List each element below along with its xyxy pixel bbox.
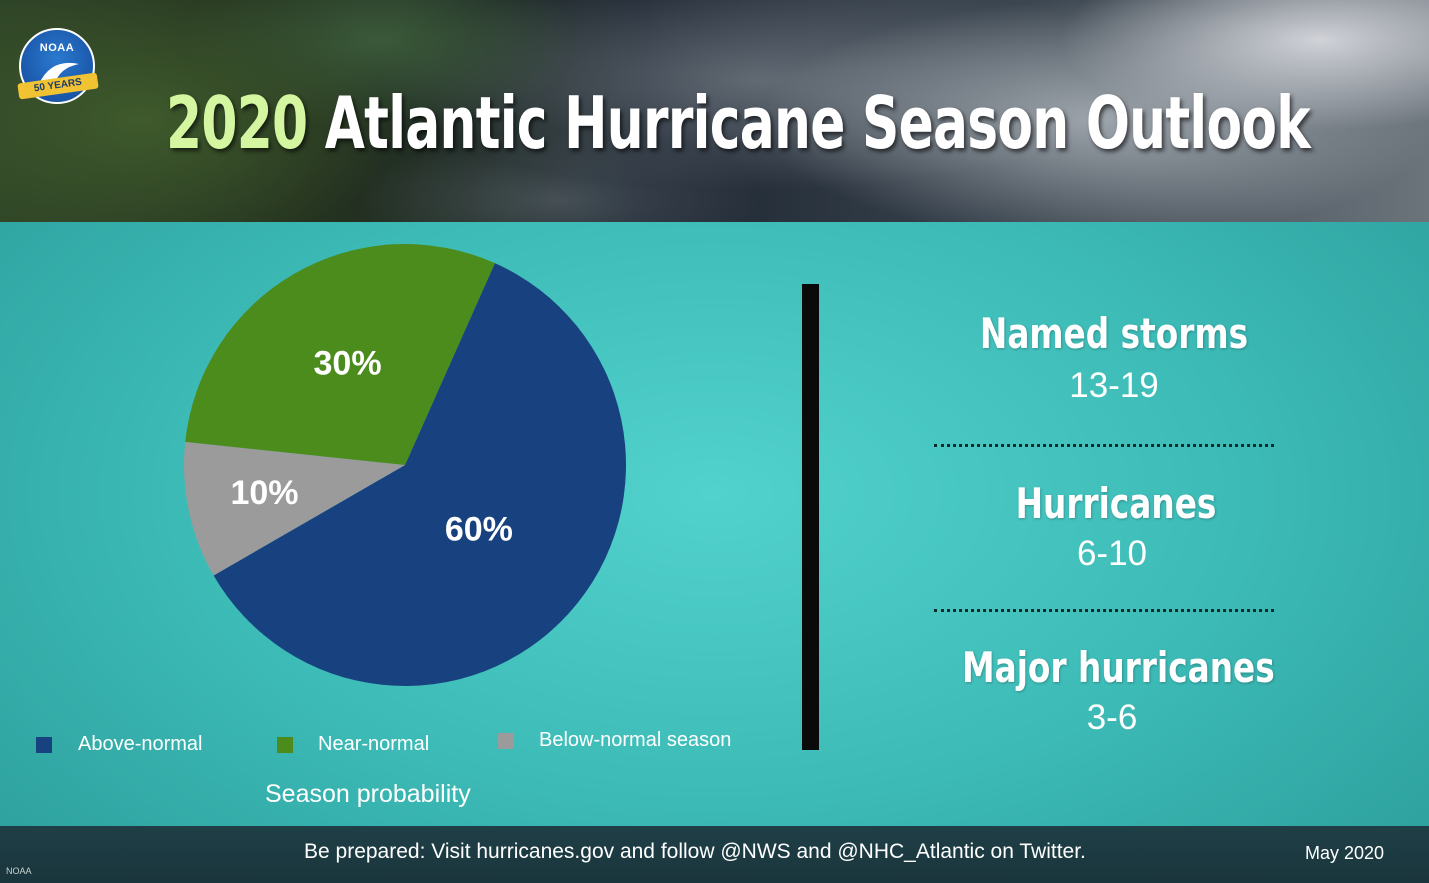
legend-label-near-normal: Near-normal	[318, 733, 430, 755]
stat-label-named-storms: Named storms	[979, 309, 1249, 358]
pie-label-below-normal: 10%	[230, 474, 298, 512]
header-banner: NOAA 50 YEARS 2020 Atlantic Hurricane Se…	[0, 0, 1429, 222]
vertical-divider	[802, 284, 819, 750]
legend-label-below-normal: Below-normal season	[539, 729, 732, 751]
legend-swatch-near-normal	[277, 737, 293, 753]
legend-swatch-below-normal	[498, 733, 514, 749]
pie-slice-near-normal	[185, 243, 495, 465]
footer-message: Be prepared: Visit hurricanes.gov and fo…	[304, 840, 1086, 863]
dotted-separator	[934, 444, 1274, 447]
footer-bar: Be prepared: Visit hurricanes.gov and fo…	[0, 826, 1429, 883]
legend-swatch-above-normal	[36, 737, 52, 753]
logo-text: NOAA	[39, 42, 75, 54]
pie-slice-below-normal	[183, 441, 405, 576]
stat-value-named-storms: 13-19	[1069, 366, 1159, 405]
pie-slice-above-normal	[213, 263, 626, 686]
stat-label-major-hurricanes: Major hurricanes	[962, 643, 1275, 692]
stat-label-hurricanes: Hurricanes	[1015, 479, 1217, 528]
stat-value-major-hurricanes: 3-6	[1086, 698, 1138, 737]
footer-credit: NOAA	[6, 866, 32, 876]
page-title: 2020 Atlantic Hurricane Season Outlook	[166, 68, 1311, 178]
pie-chart: 60% 10% 30%	[183, 243, 626, 686]
title-year: 2020	[166, 81, 308, 165]
footer-date: May 2020	[1305, 843, 1385, 863]
chart-title: Season probability	[265, 780, 471, 808]
title-text: Atlantic Hurricane Season Outlook	[324, 81, 1311, 165]
stat-value-hurricanes: 6-10	[1076, 534, 1148, 573]
legend-label-above-normal: Above-normal	[78, 733, 203, 755]
content-panel: 60% 10% 30% Above-normal Near-normal Below…	[0, 222, 1429, 826]
pie-label-near-normal: 30%	[314, 344, 382, 382]
pie-label-above-normal: 60%	[445, 511, 513, 549]
dotted-separator	[934, 609, 1274, 612]
